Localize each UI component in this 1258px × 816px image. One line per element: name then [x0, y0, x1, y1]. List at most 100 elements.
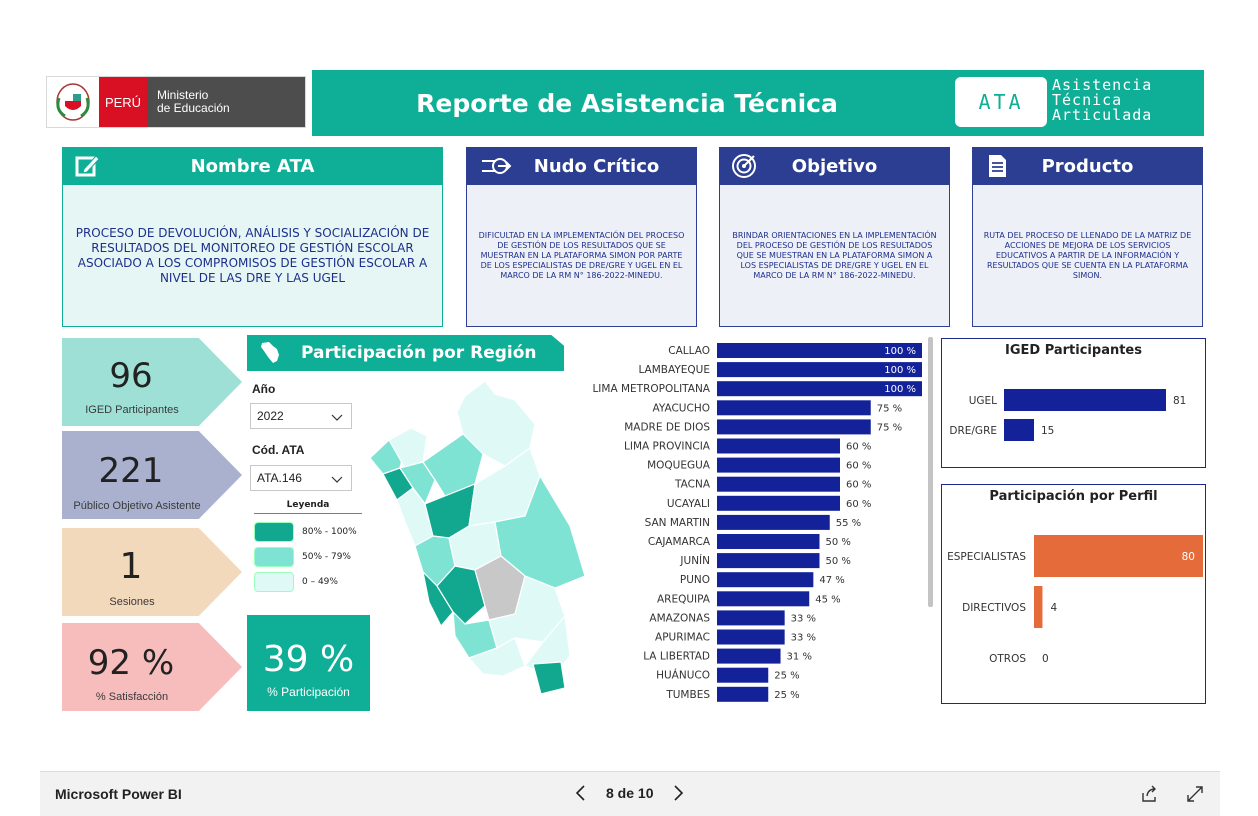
target-icon	[732, 154, 756, 178]
region-bar	[717, 343, 922, 358]
edit-icon	[75, 155, 100, 177]
peru-region-map[interactable]	[365, 376, 590, 701]
card-nudo-title: Nudo Crítico	[533, 155, 660, 177]
region-category-label: PUNO	[680, 574, 710, 586]
kpi-satisfaccion-value: 92 %	[87, 643, 175, 683]
region-category-label: LA LIBERTAD	[643, 651, 710, 663]
perfil-bar	[1034, 586, 1043, 628]
legend-title: Leyenda	[254, 500, 362, 514]
region-category-label: AREQUIPA	[657, 593, 711, 605]
region-bar	[717, 686, 769, 702]
filter-cod-select[interactable]: ATA.146	[250, 465, 352, 491]
region-value-label: 100 %	[884, 365, 916, 376]
legend-swatch-high	[254, 522, 294, 542]
ministry-line-2: de Educación	[157, 101, 230, 115]
kpi-publico-label: Público Objetivo Asistente	[73, 500, 201, 512]
region-value-label: 45 %	[815, 594, 840, 605]
iged-value-label: 15	[1041, 425, 1054, 437]
region-bar	[717, 534, 820, 549]
legend-item-low: 0 – 49%	[254, 572, 362, 592]
region-category-label: HUÁNUCO	[656, 669, 710, 682]
region-bar	[717, 553, 820, 569]
perfil-bar	[1034, 535, 1203, 577]
region-header: Participación por Región	[247, 335, 564, 371]
region-value-label: 100 %	[884, 384, 916, 395]
ata-badge: ATA	[955, 77, 1047, 127]
region-bar	[717, 572, 814, 588]
region-value-label: 50 %	[826, 537, 851, 548]
region-value-label: 60 %	[846, 499, 871, 510]
region-bar	[717, 438, 840, 454]
region-value-label: 50 %	[826, 556, 851, 567]
region-value-label: 60 %	[846, 480, 871, 491]
filter-anio-select[interactable]: 2022	[250, 403, 352, 429]
participation-label: % Participación	[267, 685, 350, 699]
iged-panel: IGED Participantes UGEL 81 DRE/GRE 15	[941, 338, 1206, 468]
card-nombre-body: PROCESO DE DEVOLUCIÓN, ANÁLISIS Y SOCIAL…	[75, 226, 430, 285]
kpi-sesiones-value: 1	[119, 546, 143, 587]
share-icon[interactable]	[1140, 784, 1160, 804]
region-category-label: UCAYALI	[667, 498, 710, 510]
perfil-category-label: OTROS	[989, 653, 1026, 665]
card-nombre-ata: Nombre ATA PROCESO DE DEVOLUCIÓN, ANÁLIS…	[62, 147, 443, 327]
powerbi-footer: Microsoft Power BI 8 de 10	[40, 771, 1220, 816]
ata-badge-words: Asistencia Técnica Articulada	[1052, 78, 1152, 123]
card-producto-body: RUTA DEL PROCESO DE LLENADO DE LA MATRIZ…	[983, 231, 1192, 280]
region-value-label: 100 %	[884, 346, 916, 357]
region-value-label: 25 %	[774, 690, 799, 701]
map-region-cajamarca[interactable]	[399, 461, 436, 506]
region-category-label: CAJAMARCA	[648, 536, 711, 548]
region-chart-scrollbar[interactable]	[928, 337, 933, 607]
iged-bar	[1004, 419, 1034, 441]
iged-category-label: DRE/GRE	[949, 425, 997, 437]
chevron-down-icon	[331, 414, 343, 421]
perfil-category-label: DIRECTIVOS	[962, 602, 1026, 614]
region-bar	[717, 400, 871, 416]
perfil-panel: Participación por Perfil ESPECIALISTAS 80…	[941, 484, 1206, 704]
page-title: Reporte de Asistencia Técnica	[416, 88, 838, 118]
legend-label-mid: 50% - 79%	[302, 552, 351, 562]
map-region-lima[interactable]	[422, 570, 454, 628]
filter-anio-label: Año	[252, 382, 276, 396]
region-category-label: AMAZONAS	[649, 612, 710, 624]
region-category-label: LAMBAYEQUE	[638, 364, 710, 376]
participation-box: 39 % % Participación	[247, 615, 370, 711]
map-region-amazonas[interactable]	[388, 427, 428, 469]
map-region-tacna[interactable]	[532, 661, 566, 695]
prev-page-button[interactable]	[570, 782, 592, 804]
kpi-sesiones: 1 Sesiones	[62, 528, 242, 616]
region-value-label: 60 %	[846, 461, 871, 472]
region-category-label: CALLAO	[668, 345, 710, 357]
region-value-label: 75 %	[877, 422, 902, 433]
region-value-label: 55 %	[836, 518, 861, 529]
kpi-publico-value: 221	[98, 451, 164, 491]
region-value-label: 75 %	[877, 403, 902, 414]
perfil-category-label: ESPECIALISTAS	[947, 551, 1026, 563]
page-navigator: 8 de 10	[570, 782, 689, 804]
chevron-down-icon	[331, 476, 343, 483]
card-producto-header: Producto	[972, 147, 1203, 185]
region-value-label: 60 %	[846, 442, 871, 453]
region-category-label: SAN MARTIN	[645, 517, 710, 529]
perfil-panel-title: Participación por Perfil	[989, 489, 1158, 504]
region-value-label: 25 %	[774, 671, 799, 682]
region-category-label: LIMA PROVINCIA	[624, 441, 711, 453]
region-value-label: 33 %	[791, 633, 816, 644]
arrows-icon	[482, 158, 512, 174]
page-indicator: 8 de 10	[606, 785, 654, 801]
card-nudo-body: DIFICULTAD EN LA IMPLEMENTACIÓN DEL PROC…	[478, 231, 685, 280]
peru-map-icon	[261, 342, 279, 363]
participation-value: 39 %	[262, 639, 355, 680]
expand-icon[interactable]	[1185, 784, 1205, 804]
kpi-iged-value: 96	[109, 356, 153, 396]
region-category-label: TUMBES	[665, 689, 710, 701]
region-bar	[717, 495, 840, 511]
iged-value-label: 81	[1173, 395, 1186, 407]
region-category-label: MOQUEGUA	[647, 460, 711, 472]
region-category-label: JUNÍN	[679, 554, 710, 567]
legend-swatch-low	[254, 572, 294, 592]
region-category-label: APURIMAC	[655, 632, 710, 644]
next-page-button[interactable]	[667, 782, 689, 804]
legend-item-mid: 50% - 79%	[254, 547, 362, 567]
card-nudo-critico: Nudo Crítico DIFICULTAD EN LA IMPLEMENTA…	[466, 147, 697, 327]
